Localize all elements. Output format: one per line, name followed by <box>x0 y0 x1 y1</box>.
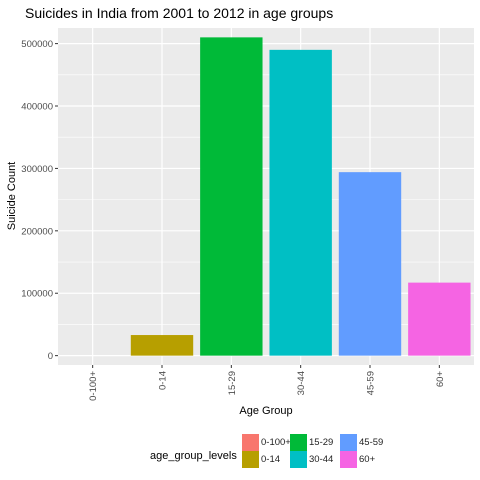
legend-label: 60+ <box>359 454 376 465</box>
legend-label: 30-44 <box>309 454 334 465</box>
plot-panel <box>58 28 474 365</box>
legend-key <box>242 451 259 468</box>
x-tick-label: 60+ <box>435 371 446 388</box>
x-tick-label: 30-44 <box>296 371 307 395</box>
bar-60+ <box>408 282 471 356</box>
bars <box>130 37 471 356</box>
legend-label: 0-100+ <box>261 437 291 448</box>
x-tick-label: 0-14 <box>158 371 169 390</box>
y-tick-label: 300000 <box>21 164 53 175</box>
legend-key <box>340 451 357 468</box>
x-axis: 0-100+ 0-14 15-29 30-44 45-59 60+ <box>88 365 446 401</box>
y-axis-label: Suicide Count <box>6 162 18 231</box>
bar-45-59 <box>338 172 402 356</box>
bar-30-44 <box>269 49 332 356</box>
bar-0-14 <box>130 335 194 356</box>
legend-key <box>290 434 307 451</box>
y-tick-label: 500000 <box>21 39 53 50</box>
x-tick-label: 15-29 <box>227 371 238 395</box>
legend-label: 15-29 <box>309 437 334 448</box>
y-tick-label: 200000 <box>21 226 53 237</box>
legend-key <box>340 434 357 451</box>
bar-15-29 <box>200 37 263 356</box>
y-tick-label: 0 <box>48 351 53 362</box>
x-tick-label: 45-59 <box>366 371 377 395</box>
legend-key <box>242 434 259 451</box>
legend: age_group_levels 0-100+ 0-14 15-29 30-44 45-… <box>150 434 480 474</box>
x-tick-label: 0-100+ <box>88 371 99 401</box>
x-axis-label: Age Group <box>239 405 292 417</box>
y-tick-label: 100000 <box>21 289 53 300</box>
legend-key <box>290 451 307 468</box>
legend-title: age_group_levels <box>150 450 237 462</box>
grid-minor <box>58 74 474 325</box>
legend-label: 0-14 <box>261 454 281 465</box>
chart-title: Suicides in India from 2001 to 2012 in a… <box>25 5 333 21</box>
legend-label: 45-59 <box>359 437 384 448</box>
y-axis: 0 100000 200000 300000 400000 500000 <box>21 39 58 362</box>
y-tick-label: 400000 <box>21 102 53 113</box>
